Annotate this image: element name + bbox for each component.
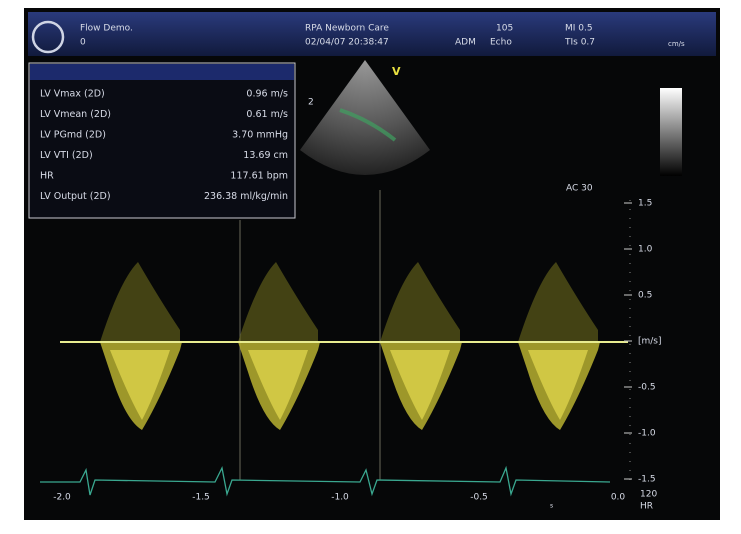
measure-label: LV Vmean (2D) [40, 109, 111, 120]
mi: MI 0.5 [565, 24, 593, 34]
time-label: -1.5 [192, 493, 210, 503]
box-title [30, 64, 294, 80]
scale-label: 1.5 [638, 199, 652, 209]
site: Flow Demo. [80, 24, 133, 34]
time-label: -0.5 [470, 493, 488, 503]
tis: TIs 0.7 [564, 38, 595, 48]
ultrasound-screen: Flow Demo. 0 RPA Newborn Care 02/04/07 2… [0, 0, 741, 530]
time-label: -2.0 [53, 493, 71, 503]
measurement-box: LV Vmax (2D) 0.96 m/s LV Vmean (2D) 0.61 m/… [29, 63, 295, 218]
scale-label: 1.0 [638, 245, 653, 255]
clinic: RPA Newborn Care [305, 24, 389, 34]
site-sub: 0 [80, 38, 86, 48]
grayscale-bar [660, 88, 682, 176]
time-label: -1.0 [331, 493, 349, 503]
measure-value: 0.96 m/s [246, 89, 288, 100]
mode: Echo [490, 38, 512, 48]
ecg-label: HR [640, 502, 653, 512]
ecg-rate: 120 [640, 490, 657, 500]
marker: V [392, 65, 401, 78]
depth: 2 [308, 98, 314, 108]
ac: AC 30 [566, 184, 593, 194]
scale-label: 0.5 [638, 291, 652, 301]
frame: 105 [496, 24, 513, 34]
measure-label: HR [40, 171, 54, 182]
header-bar [28, 12, 716, 56]
scale-label: [m/s] [638, 337, 662, 347]
unit: cm/s [668, 40, 685, 48]
measure-value: 117.61 bpm [230, 171, 288, 182]
measure-value: 236.38 ml/kg/min [204, 191, 288, 202]
measure-label: LV Output (2D) [40, 191, 111, 202]
scale-label: -0.5 [638, 383, 656, 393]
measure-value: 3.70 mmHg [232, 130, 288, 141]
scale-label: -1.5 [638, 475, 656, 485]
measure-value: 0.61 m/s [246, 109, 288, 120]
operator: ADM [455, 38, 476, 48]
time-unit: s [550, 503, 553, 510]
measure-value: 13.69 cm [243, 150, 288, 161]
datetime: 02/04/07 20:38:47 [305, 38, 389, 48]
measure-label: LV Vmax (2D) [40, 89, 105, 100]
measure-label: LV PGmd (2D) [40, 130, 106, 141]
measure-label: LV VTI (2D) [40, 150, 93, 161]
scale-label: -1.0 [638, 429, 656, 439]
time-label: 0.0 [611, 493, 626, 503]
